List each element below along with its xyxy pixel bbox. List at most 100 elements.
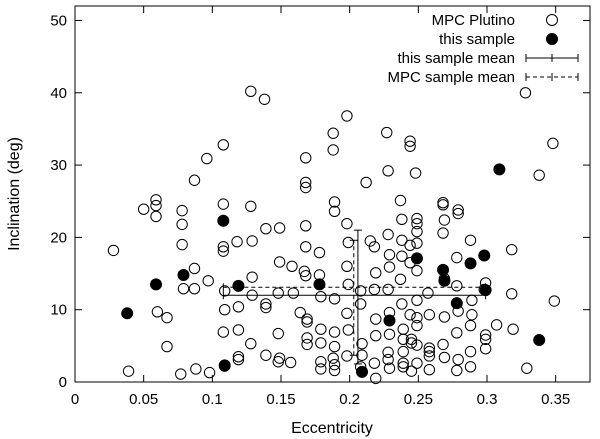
plutino-point <box>342 278 354 291</box>
plutino-point <box>506 243 518 256</box>
plutino-point <box>260 223 272 235</box>
plutino-point <box>354 298 367 310</box>
plutino-point <box>423 342 436 354</box>
plutino-point <box>341 350 353 362</box>
plutino-point <box>328 364 341 377</box>
plutino-point <box>382 165 394 177</box>
plutino-point <box>423 350 436 362</box>
plutino-point <box>411 237 423 249</box>
plutino-point <box>137 203 150 215</box>
sample-point <box>493 163 506 176</box>
plutino-point <box>397 357 409 369</box>
plutino-point <box>245 85 257 98</box>
plutino-point <box>217 326 230 338</box>
plutino-point <box>190 363 202 375</box>
plutino-point <box>176 238 188 251</box>
axis-ticks <box>74 6 590 383</box>
plutino-point <box>246 271 258 283</box>
plutino-point <box>315 363 327 375</box>
plutino-point <box>370 330 382 342</box>
plutino-point <box>479 343 492 355</box>
sample-point <box>313 278 326 291</box>
y-tick-label: 40 <box>50 85 67 102</box>
plutino-point <box>394 194 407 207</box>
plutino-point <box>232 353 245 366</box>
legend-open-circle <box>546 14 558 26</box>
plutino-point <box>273 222 286 234</box>
plutino-point <box>411 217 423 230</box>
plutino-point <box>150 210 162 223</box>
sample-point <box>218 359 231 372</box>
plutino-point <box>411 339 423 351</box>
plutino-point <box>327 127 339 139</box>
plutino-point <box>232 350 245 363</box>
plutino-point <box>405 365 418 377</box>
sample-point <box>121 307 134 320</box>
plutino-point <box>437 227 449 239</box>
plutino-point <box>519 87 532 99</box>
plutino-point <box>466 294 478 306</box>
plutino-point <box>396 213 408 226</box>
plutino-point <box>188 174 201 186</box>
plutino-point <box>404 135 416 147</box>
y-tick-label: 0 <box>59 374 67 391</box>
plutino-point <box>370 267 382 279</box>
plutino-point <box>341 307 353 320</box>
plutino-point <box>464 234 477 246</box>
plutino-point <box>217 139 230 151</box>
sample-point <box>438 274 451 287</box>
plutino-point <box>273 256 286 268</box>
plutino-point <box>301 338 313 351</box>
legend: MPC Plutino this sample this sample mean MP… <box>387 12 579 86</box>
plutino-point <box>246 235 258 247</box>
sample-point <box>356 365 369 378</box>
sample-point <box>232 279 245 292</box>
plutino-point <box>301 332 313 344</box>
plutino-point <box>354 285 367 297</box>
plutino-point <box>315 337 327 349</box>
plutino-point <box>547 137 559 150</box>
plutino-point <box>315 323 327 335</box>
plutino-point <box>452 207 464 220</box>
x-tick-label: 0.15 <box>266 391 295 408</box>
plutino-point <box>466 309 478 321</box>
plutino-point <box>188 262 201 275</box>
data-points <box>107 85 560 385</box>
plutino-point <box>300 176 312 189</box>
plutino-point <box>217 241 230 253</box>
plutino-point <box>150 199 162 212</box>
plutino-point <box>364 235 376 247</box>
plutino-point <box>300 152 312 164</box>
plutino-point <box>423 345 436 358</box>
plutino-point <box>438 351 451 364</box>
plutino-point <box>411 357 423 369</box>
y-tick-label: 20 <box>50 229 67 246</box>
plutino-point <box>232 324 245 336</box>
plutino-point <box>258 93 271 105</box>
plutino-point <box>533 169 545 181</box>
plutino-point <box>396 298 408 310</box>
plutino-point <box>327 352 339 364</box>
plutino-point <box>397 323 409 335</box>
plutino-point <box>396 250 408 262</box>
plutino-point <box>438 214 451 226</box>
plutino-point <box>177 283 190 295</box>
plutino-point <box>260 349 272 361</box>
plutino-point <box>341 110 353 122</box>
plutino-point <box>382 283 394 296</box>
plutino-point <box>411 294 423 306</box>
plutino-point <box>122 365 135 377</box>
plutino-point <box>479 333 492 346</box>
plutino-point <box>300 241 312 253</box>
axis-tick-labels: 0 0.05 0.1 0.15 0.2 0.25 0.3 0.35 0 10 20 30 40 50 <box>50 12 570 408</box>
plutino-point <box>396 234 408 246</box>
plutino-point <box>437 338 449 351</box>
legend-label: this sample <box>439 31 515 48</box>
plutino-point <box>342 324 354 336</box>
x-tick-label: 0 <box>71 391 79 408</box>
plutino-point <box>176 218 188 231</box>
plutino-point <box>479 329 492 341</box>
plutino-point <box>383 362 396 374</box>
plutino-point <box>411 264 423 277</box>
plutino-point <box>548 295 560 307</box>
